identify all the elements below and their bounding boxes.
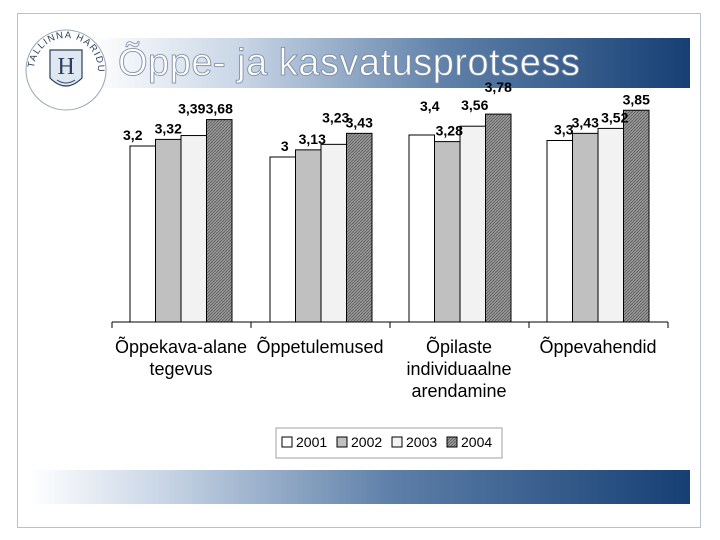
- data-label-2003-2: 3,56: [461, 97, 488, 113]
- title-band: [90, 38, 690, 88]
- legend-label-2003: 2003: [406, 434, 437, 450]
- legend-label-2001: 2001: [296, 434, 327, 450]
- legend-label-2002: 2002: [351, 434, 382, 450]
- bar-2002-0: [155, 138, 182, 323]
- data-label-2004-1: 3,43: [346, 114, 373, 130]
- category-label-0-0: Õppekava-alane: [115, 336, 247, 357]
- bar-2003-2: [459, 125, 486, 323]
- data-label-2001-3: 3,3: [554, 122, 574, 138]
- data-label-2003-1: 3,23: [322, 109, 349, 125]
- bar-2004-2: [485, 113, 512, 323]
- category-label-3-0: Õppevahendid: [539, 336, 656, 357]
- bar-2004-3: [623, 109, 650, 323]
- category-label-0-1: tegevus: [149, 359, 212, 379]
- bar-2003-0: [180, 135, 207, 323]
- data-label-2002-3: 3,43: [572, 114, 599, 130]
- data-label-2001-1: 3: [281, 138, 289, 154]
- category-label-2-1: individuaalne: [406, 359, 511, 379]
- legend-swatch-2001: [281, 436, 293, 448]
- legend-box: [275, 427, 503, 459]
- data-label-2002-0: 3,32: [155, 120, 182, 136]
- data-label-2003-3: 3,52: [601, 109, 628, 125]
- data-label-2002-1: 3,13: [299, 131, 326, 147]
- data-label-2004-3: 3,85: [623, 91, 650, 107]
- category-label-1-0: Õppetulemused: [256, 336, 383, 357]
- logo-monogram: H: [57, 54, 74, 80]
- legend: 2001 2002 2003 2004: [275, 427, 503, 459]
- bar-2002-3: [572, 132, 599, 323]
- data-label-2001-0: 3,2: [123, 127, 143, 143]
- data-label-2001-2: 3,4: [420, 98, 440, 114]
- footer-band: [30, 470, 690, 504]
- bar-2001-3: [546, 140, 573, 323]
- data-label-2002-2: 3,28: [436, 123, 463, 139]
- bar-2002-2: [434, 141, 461, 323]
- bar-2004-0: [206, 119, 233, 323]
- category-label-2-0: Õpilaste: [426, 336, 492, 357]
- legend-swatch-2002: [336, 436, 348, 448]
- bar-2003-1: [320, 143, 347, 323]
- legend-swatch-2004: [446, 436, 458, 448]
- legend-label-2004: 2004: [461, 434, 492, 450]
- bar-2003-3: [597, 127, 624, 323]
- data-label-2003-0: 3,39: [178, 101, 205, 117]
- data-label-2004-2: 3,78: [485, 79, 512, 95]
- category-label-2-2: arendamine: [411, 381, 506, 401]
- bar-2002-1: [295, 149, 322, 323]
- bar-2004-1: [346, 132, 373, 323]
- legend-swatch-2003: [391, 436, 403, 448]
- bar-2001-2: [408, 134, 435, 323]
- plot-area: 3,233,43,33,323,133,283,433,393,233,563,…: [111, 79, 669, 401]
- slide-title: Õppe- ja kasvatusprotsess: [118, 42, 581, 85]
- bar-2001-1: [269, 156, 296, 323]
- logo: TALLINNA HARIDUSAMET H: [20, 20, 107, 111]
- bar-2001-0: [129, 145, 156, 323]
- data-label-2004-0: 3,68: [206, 101, 233, 117]
